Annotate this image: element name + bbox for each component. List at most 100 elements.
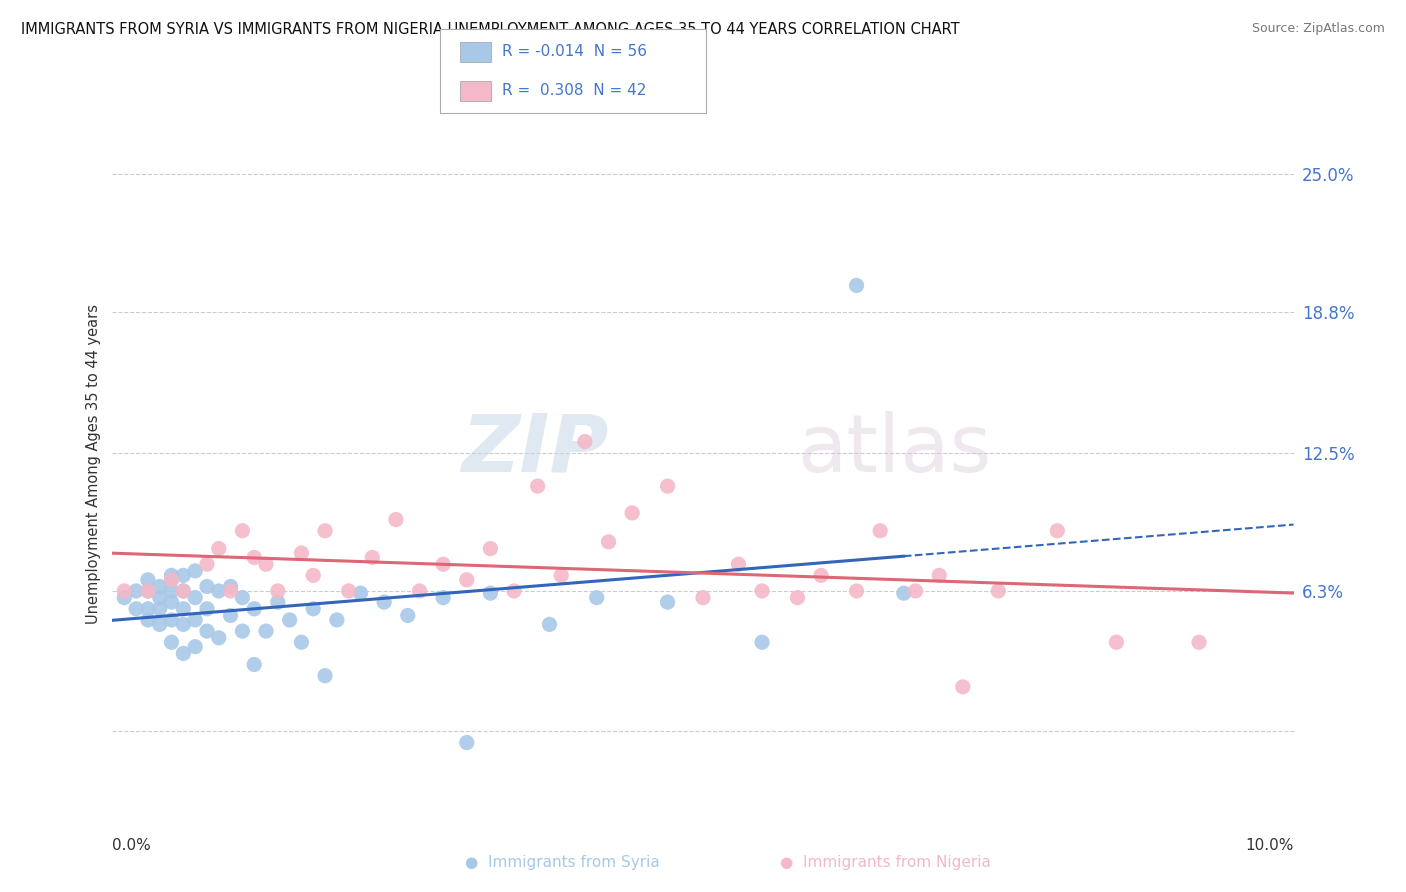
Text: IMMIGRANTS FROM SYRIA VS IMMIGRANTS FROM NIGERIA UNEMPLOYMENT AMONG AGES 35 TO 4: IMMIGRANTS FROM SYRIA VS IMMIGRANTS FROM…: [21, 22, 960, 37]
Point: [208, 541, 231, 556]
Point: [349, 586, 371, 600]
Point: [195, 557, 218, 572]
Point: [751, 583, 773, 598]
Text: Source: ZipAtlas.com: Source: ZipAtlas.com: [1251, 22, 1385, 36]
Text: atlas: atlas: [797, 410, 991, 489]
Point: [172, 583, 194, 598]
Point: [160, 573, 183, 587]
Point: [869, 524, 891, 538]
Point: [254, 624, 277, 639]
Point: [290, 546, 312, 560]
Y-axis label: Unemployment Among Ages 35 to 44 years: Unemployment Among Ages 35 to 44 years: [86, 304, 101, 624]
Point: [893, 586, 915, 600]
Point: [149, 591, 172, 605]
Point: [621, 506, 644, 520]
Point: [208, 583, 231, 598]
Point: [219, 583, 242, 598]
Point: [243, 550, 266, 565]
Point: [184, 564, 207, 578]
Point: [195, 624, 218, 639]
Point: [149, 601, 172, 615]
Point: [1105, 635, 1128, 649]
Point: [904, 583, 927, 598]
Point: [231, 591, 253, 605]
Point: [845, 583, 868, 598]
Point: [160, 568, 183, 582]
Text: ●  Immigrants from Syria: ● Immigrants from Syria: [465, 855, 659, 870]
Point: [184, 613, 207, 627]
Point: [373, 595, 395, 609]
Point: [361, 550, 384, 565]
Point: [149, 580, 172, 594]
Point: [657, 595, 679, 609]
Point: [432, 591, 454, 605]
Point: [267, 595, 290, 609]
Point: [786, 591, 808, 605]
Point: [243, 601, 266, 615]
Point: [172, 583, 194, 598]
Point: [195, 580, 218, 594]
Point: [479, 586, 502, 600]
Point: [160, 583, 183, 598]
Point: [503, 583, 526, 598]
Point: [231, 624, 253, 639]
Point: [219, 580, 242, 594]
Point: [160, 635, 183, 649]
Point: [172, 601, 194, 615]
Point: [267, 583, 290, 598]
Point: [160, 613, 183, 627]
Point: [136, 613, 159, 627]
Point: [136, 601, 159, 615]
Point: [657, 479, 679, 493]
Text: ZIP: ZIP: [461, 410, 609, 489]
Point: [160, 595, 183, 609]
Point: [243, 657, 266, 672]
Point: [1188, 635, 1211, 649]
Point: [845, 278, 868, 293]
Text: 10.0%: 10.0%: [1246, 838, 1294, 854]
Point: [172, 617, 194, 632]
Point: [550, 568, 572, 582]
Point: [231, 524, 253, 538]
Point: [987, 583, 1010, 598]
Point: [136, 573, 159, 587]
Point: [314, 524, 336, 538]
Point: [302, 601, 325, 615]
Point: [526, 479, 548, 493]
Point: [172, 568, 194, 582]
Point: [1046, 524, 1069, 538]
Point: [112, 591, 135, 605]
Point: [195, 601, 218, 615]
Text: R =  0.308  N = 42: R = 0.308 N = 42: [502, 84, 647, 98]
Point: [326, 613, 349, 627]
Point: [408, 583, 430, 598]
Point: [136, 583, 159, 598]
Point: [160, 573, 183, 587]
Point: [314, 669, 336, 683]
Point: [184, 591, 207, 605]
Point: [385, 512, 408, 526]
Point: [432, 557, 454, 572]
Text: R = -0.014  N = 56: R = -0.014 N = 56: [502, 45, 647, 59]
Text: ●  Immigrants from Nigeria: ● Immigrants from Nigeria: [780, 855, 991, 870]
Point: [290, 635, 312, 649]
Point: [219, 608, 242, 623]
Point: [456, 735, 478, 749]
Point: [337, 583, 360, 598]
Point: [952, 680, 974, 694]
Point: [172, 646, 194, 660]
Point: [184, 640, 207, 654]
Point: [302, 568, 325, 582]
Point: [538, 617, 561, 632]
Point: [136, 583, 159, 598]
Point: [598, 534, 620, 549]
Point: [928, 568, 950, 582]
Point: [254, 557, 277, 572]
Point: [278, 613, 301, 627]
Point: [125, 583, 148, 598]
Point: [208, 631, 231, 645]
Point: [112, 583, 135, 598]
Text: 0.0%: 0.0%: [112, 838, 152, 854]
Point: [396, 608, 419, 623]
Point: [125, 601, 148, 615]
